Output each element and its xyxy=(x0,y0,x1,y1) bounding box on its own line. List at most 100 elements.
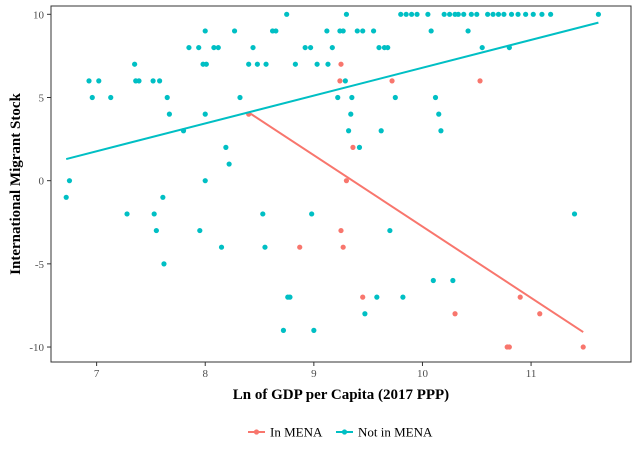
point-series-1-27 xyxy=(211,44,217,51)
point-series-0-14 xyxy=(517,294,523,300)
point-series-1-51 xyxy=(314,61,320,67)
point-series-1-83 xyxy=(432,94,439,101)
point-series-1-57 xyxy=(340,28,346,34)
point-series-1-34 xyxy=(246,61,252,67)
point-series-1-62 xyxy=(349,94,355,101)
x-axis-ticks: 7 8 9 10 11 xyxy=(94,362,536,380)
legend-label-1: Not in MENA xyxy=(358,425,433,440)
point-series-1-41 xyxy=(273,28,279,34)
point-series-1-25 xyxy=(202,178,208,184)
point-series-1-11 xyxy=(151,211,157,217)
point-series-1-42 xyxy=(280,327,287,333)
point-series-1-84 xyxy=(436,111,442,117)
point-series-1-106 xyxy=(548,11,554,17)
point-series-1-26 xyxy=(203,61,209,67)
fit-line-series-0 xyxy=(248,111,584,333)
point-series-1-15 xyxy=(161,261,167,267)
x-axis-title: Ln of GDP per Capita (2017 PPP) xyxy=(233,387,449,403)
point-series-1-102 xyxy=(515,11,521,17)
point-series-1-68 xyxy=(374,294,380,300)
point-series-0-15 xyxy=(537,311,543,317)
point-series-1-4 xyxy=(96,78,102,84)
point-series-1-78 xyxy=(409,11,415,17)
point-series-1-19 xyxy=(186,44,192,51)
point-series-1-55 xyxy=(335,94,341,101)
point-series-1-17 xyxy=(166,111,172,117)
point-series-1-107 xyxy=(571,211,578,217)
point-series-1-37 xyxy=(260,211,266,217)
point-series-1-5 xyxy=(108,94,114,101)
point-series-1-14 xyxy=(160,194,166,200)
point-series-0-3 xyxy=(337,78,343,84)
point-series-0-1 xyxy=(389,78,395,84)
point-series-1-59 xyxy=(343,11,350,17)
point-series-1-65 xyxy=(360,28,366,34)
point-series-1-80 xyxy=(425,11,431,17)
point-series-1-7 xyxy=(132,61,138,67)
point-series-1-50 xyxy=(311,327,317,333)
point-series-1-2 xyxy=(86,78,92,84)
point-series-1-105 xyxy=(539,11,545,17)
point-series-1-90 xyxy=(455,11,461,17)
point-series-1-101 xyxy=(508,11,515,17)
point-series-0-5 xyxy=(350,144,356,150)
point-series-1-95 xyxy=(479,44,485,51)
point-series-1-61 xyxy=(348,111,354,117)
point-series-1-91 xyxy=(461,11,467,17)
legend: In MENA Not in MENA xyxy=(248,425,433,440)
point-series-1-29 xyxy=(218,244,225,250)
plot-panel xyxy=(50,5,632,363)
point-series-0-0 xyxy=(338,61,344,67)
legend-label-0: In MENA xyxy=(270,425,323,440)
point-series-1-99 xyxy=(501,11,507,17)
x-tick-label-2: 9 xyxy=(311,368,317,380)
point-series-1-98 xyxy=(495,11,502,17)
x-tick-label-3: 10 xyxy=(417,368,429,380)
point-series-1-77 xyxy=(403,11,409,17)
point-series-1-12 xyxy=(153,227,159,234)
point-series-1-36 xyxy=(254,61,260,67)
point-series-1-76 xyxy=(400,294,406,300)
point-series-1-82 xyxy=(430,277,436,284)
point-series-1-88 xyxy=(450,277,456,284)
point-series-1-104 xyxy=(530,11,536,17)
point-series-1-72 xyxy=(385,44,391,51)
point-series-1-54 xyxy=(329,44,335,51)
point-series-1-10 xyxy=(150,78,156,84)
point-series-1-28 xyxy=(215,44,221,51)
point-series-1-52 xyxy=(324,28,330,34)
point-series-1-94 xyxy=(474,11,480,17)
point-series-1-30 xyxy=(223,144,229,150)
point-series-1-20 xyxy=(196,44,202,51)
point-series-1-43 xyxy=(284,11,290,17)
point-series-1-97 xyxy=(490,11,496,17)
x-tick-label-1: 8 xyxy=(202,368,208,380)
point-series-1-49 xyxy=(309,211,315,217)
point-series-1-47 xyxy=(302,44,308,51)
point-series-0-7 xyxy=(297,244,303,250)
point-series-1-81 xyxy=(428,28,434,34)
fit-line-series-1 xyxy=(65,21,599,161)
point-series-0-9 xyxy=(340,244,346,250)
point-series-1-74 xyxy=(392,94,398,101)
point-series-1-73 xyxy=(387,227,393,234)
point-series-1-67 xyxy=(370,28,377,34)
point-series-1-1 xyxy=(66,178,73,184)
marks-layer xyxy=(63,11,602,350)
point-series-1-16 xyxy=(164,94,170,101)
point-series-1-21 xyxy=(197,227,203,234)
point-series-1-58 xyxy=(342,78,348,84)
point-series-1-108 xyxy=(595,11,602,17)
point-series-1-70 xyxy=(378,128,384,134)
point-series-1-60 xyxy=(346,128,352,134)
point-series-1-92 xyxy=(465,28,471,34)
point-series-0-6 xyxy=(343,178,350,184)
point-series-1-6 xyxy=(124,211,130,217)
point-series-1-13 xyxy=(157,78,163,84)
point-series-1-93 xyxy=(468,11,474,17)
legend-key-point-0 xyxy=(253,429,260,435)
y-tick-label-2: 0 xyxy=(39,176,45,188)
point-series-1-24 xyxy=(202,111,208,117)
point-series-1-38 xyxy=(262,244,268,250)
